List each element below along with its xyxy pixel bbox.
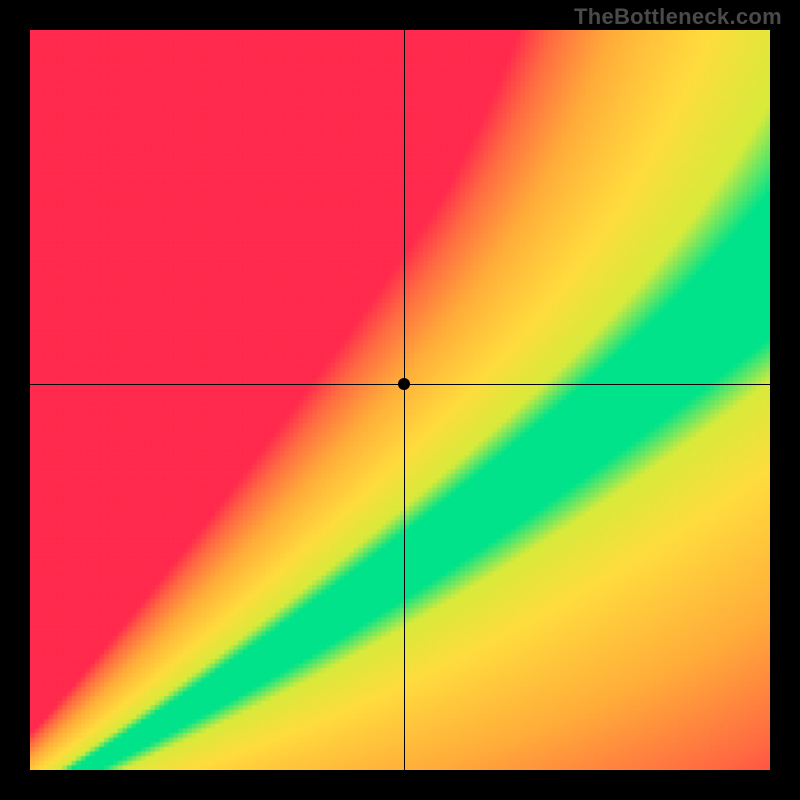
watermark-text: TheBottleneck.com — [574, 4, 782, 30]
crosshair-vertical — [404, 30, 405, 770]
selection-marker — [398, 378, 410, 390]
bottleneck-heatmap — [30, 30, 770, 770]
heatmap-canvas — [30, 30, 770, 770]
